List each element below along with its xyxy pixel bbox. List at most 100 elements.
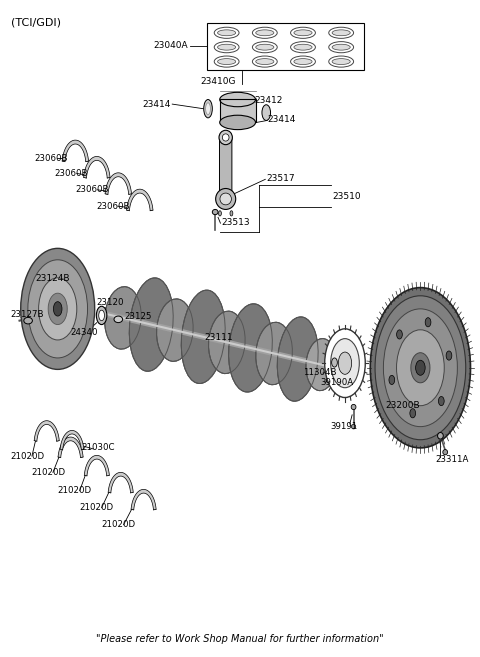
Ellipse shape [48, 293, 67, 325]
Ellipse shape [220, 193, 231, 205]
Ellipse shape [214, 56, 239, 67]
FancyBboxPatch shape [219, 135, 232, 201]
Ellipse shape [384, 309, 457, 426]
Ellipse shape [332, 44, 350, 50]
Ellipse shape [114, 316, 122, 323]
Ellipse shape [222, 134, 229, 141]
Text: 23060B: 23060B [35, 154, 68, 163]
Text: 23111: 23111 [204, 332, 233, 342]
Text: 39191: 39191 [330, 422, 358, 431]
Ellipse shape [96, 306, 107, 325]
Ellipse shape [99, 310, 105, 321]
Ellipse shape [294, 30, 312, 35]
Ellipse shape [416, 360, 425, 375]
Ellipse shape [252, 27, 277, 38]
Text: 23414: 23414 [143, 100, 171, 108]
Ellipse shape [443, 449, 447, 455]
Text: 23040A: 23040A [153, 41, 188, 51]
Ellipse shape [256, 322, 292, 385]
Text: 21020D: 21020D [80, 503, 114, 512]
Text: 21020D: 21020D [58, 486, 92, 495]
Bar [206, 23, 364, 70]
Text: 23414: 23414 [268, 115, 296, 124]
Ellipse shape [252, 56, 277, 67]
Text: 23517: 23517 [266, 173, 295, 183]
Polygon shape [84, 156, 110, 178]
Text: 23127B: 23127B [10, 309, 44, 319]
Ellipse shape [208, 311, 245, 374]
Ellipse shape [446, 351, 452, 360]
Text: 11304B: 11304B [303, 369, 336, 378]
Ellipse shape [329, 56, 354, 67]
Ellipse shape [306, 338, 336, 391]
Ellipse shape [218, 211, 221, 216]
Polygon shape [58, 437, 83, 457]
Ellipse shape [21, 248, 95, 369]
Text: 23412: 23412 [254, 97, 283, 105]
Text: 23513: 23513 [221, 218, 250, 227]
Ellipse shape [212, 210, 218, 215]
Ellipse shape [214, 41, 239, 53]
Ellipse shape [181, 290, 225, 384]
Polygon shape [131, 489, 156, 510]
Ellipse shape [230, 211, 233, 216]
Ellipse shape [256, 44, 274, 50]
Text: 23510: 23510 [332, 192, 361, 201]
Text: 21020D: 21020D [102, 520, 136, 530]
Polygon shape [127, 189, 153, 211]
Text: 23060B: 23060B [75, 185, 109, 194]
Ellipse shape [425, 318, 431, 327]
Text: 23410G: 23410G [201, 77, 236, 85]
Text: 23124B: 23124B [36, 273, 70, 283]
Text: 21020D: 21020D [10, 451, 44, 461]
Ellipse shape [331, 338, 360, 388]
Text: "Please refer to Work Shop Manual for further information": "Please refer to Work Shop Manual for fu… [96, 634, 384, 644]
Ellipse shape [410, 409, 416, 418]
Ellipse shape [252, 41, 277, 53]
Ellipse shape [332, 30, 350, 35]
Ellipse shape [217, 30, 236, 35]
Ellipse shape [256, 30, 274, 35]
Ellipse shape [277, 317, 318, 401]
Ellipse shape [332, 58, 350, 64]
Text: 23120: 23120 [96, 298, 123, 307]
Ellipse shape [351, 424, 356, 429]
Text: 23060B: 23060B [55, 169, 88, 178]
Polygon shape [62, 140, 88, 162]
Ellipse shape [370, 288, 470, 448]
Polygon shape [34, 420, 59, 442]
Ellipse shape [28, 260, 87, 358]
Ellipse shape [228, 304, 272, 392]
Text: 23200B: 23200B [385, 401, 420, 410]
Text: 39190A: 39190A [320, 378, 353, 387]
Ellipse shape [290, 41, 315, 53]
Ellipse shape [338, 352, 352, 374]
Ellipse shape [262, 104, 271, 120]
Polygon shape [84, 455, 109, 476]
Bar [220, 99, 255, 122]
Ellipse shape [294, 44, 312, 50]
Ellipse shape [375, 296, 466, 440]
Ellipse shape [216, 189, 236, 210]
Bar [220, 99, 255, 122]
Ellipse shape [217, 58, 236, 64]
Ellipse shape [290, 56, 315, 67]
Polygon shape [108, 472, 133, 493]
Ellipse shape [396, 330, 402, 339]
Ellipse shape [438, 396, 444, 405]
Ellipse shape [351, 405, 356, 409]
Ellipse shape [38, 278, 77, 340]
Ellipse shape [389, 375, 395, 384]
Text: 23060B: 23060B [96, 202, 130, 211]
Ellipse shape [256, 58, 274, 64]
Ellipse shape [411, 353, 430, 383]
Text: 24340: 24340 [71, 328, 98, 337]
Text: 23311A: 23311A [436, 455, 469, 464]
Ellipse shape [294, 58, 312, 64]
Ellipse shape [205, 102, 210, 114]
Ellipse shape [438, 432, 444, 439]
Text: (TCI/GDI): (TCI/GDI) [11, 18, 61, 28]
Ellipse shape [214, 27, 239, 38]
Ellipse shape [219, 130, 232, 145]
Ellipse shape [324, 328, 365, 397]
